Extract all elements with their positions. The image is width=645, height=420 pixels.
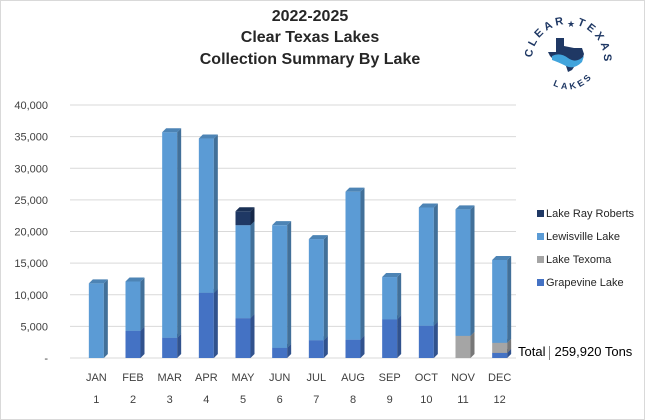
y-tick-label: - (44, 353, 48, 365)
y-tick-label: 35,000 (14, 132, 48, 144)
bar-segment (418, 321, 438, 358)
x-tick-number: 1 (93, 394, 99, 406)
x-tick-label: JUL (307, 372, 327, 384)
total-caption: Total (518, 344, 546, 359)
bar-segment (235, 314, 255, 358)
bar-segment (382, 273, 402, 320)
legend-swatch (537, 256, 544, 263)
y-tick-label: 5,000 (20, 321, 48, 333)
bar-segment (272, 221, 292, 348)
bar-segment (125, 277, 145, 331)
x-tick-label: APR (195, 372, 218, 384)
legend-item: Lake Texoma (537, 254, 612, 266)
x-tick-label: MAR (157, 372, 182, 384)
x-tick-number: 11 (457, 394, 468, 406)
bar-segment (418, 203, 438, 326)
legend-label: Lake Ray Roberts (546, 208, 635, 220)
legend-item: Grapevine Lake (537, 277, 624, 289)
bar-segment (235, 207, 255, 226)
bar-segment (382, 315, 402, 358)
bar-segment (492, 255, 512, 343)
bar-segment (125, 326, 145, 358)
chart-title-line-1: 2022-2025 (271, 8, 349, 25)
x-tick-number: 7 (313, 394, 319, 406)
x-tick-label: NOV (451, 372, 476, 384)
y-tick-label: 25,000 (14, 195, 48, 207)
x-tick-number: 10 (420, 394, 432, 406)
bar-segment (198, 288, 218, 358)
star-icon: ★ (567, 19, 575, 29)
bar-segment (162, 128, 182, 338)
legend-label: Grapevine Lake (546, 277, 624, 289)
bars (88, 128, 512, 358)
x-tick-number: 4 (203, 394, 209, 406)
legend-swatch (537, 279, 544, 286)
legend-label: Lake Texoma (546, 254, 612, 266)
x-tick-label: MAY (231, 372, 255, 384)
total-value: 259,920 Tons (554, 344, 633, 359)
chart-title-line-3: Collection Summary By Lake (199, 51, 421, 68)
x-tick-number: 9 (387, 394, 393, 406)
x-tick-label: FEB (122, 372, 143, 384)
legend-swatch (537, 233, 544, 240)
x-tick-number: 8 (350, 394, 356, 406)
x-tick-number: 6 (277, 394, 283, 406)
x-axis: JAN 1 FEB 2 MAR 3 APR 4 MAY 5 JUN 6 JUL 7 AUG 8 SEP 9 OCT 1… (86, 372, 511, 406)
legend-item: Lewisville Lake (537, 231, 620, 243)
x-tick-label: DEC (488, 372, 511, 384)
x-tick-number: 12 (494, 394, 506, 406)
x-tick-label: JAN (86, 372, 107, 384)
y-tick-label: 30,000 (14, 163, 48, 175)
y-tick-label: 15,000 (14, 258, 48, 270)
y-tick-label: 10,000 (14, 290, 48, 302)
total-separator (549, 345, 551, 360)
x-tick-number: 5 (240, 394, 246, 406)
bar-segment (198, 134, 218, 293)
x-tick-label: JUN (269, 372, 290, 384)
y-tick-label: 20,000 (14, 227, 48, 239)
total-label: Total 259,920 Tons (518, 344, 632, 360)
x-tick-label: OCT (415, 372, 439, 384)
x-tick-label: SEP (379, 372, 401, 384)
bar-segment (308, 235, 328, 341)
legend-label: Lewisville Lake (546, 231, 620, 243)
bar-segment (345, 187, 365, 340)
lake-wave-icon (552, 54, 584, 68)
y-axis: - 5,000 10,000 15,000 20,000 25,000 30,000 35,0… (14, 100, 48, 365)
clear-texas-lakes-logo: CLEAR TEXAS LAKES ★ (523, 15, 610, 92)
bar-segment (455, 205, 475, 336)
legend-swatch (537, 210, 544, 217)
x-tick-number: 2 (130, 394, 136, 406)
bar-segment (235, 221, 255, 319)
legend: Lake Ray Roberts Lewisville Lake Lake Texo… (537, 208, 635, 289)
bar-segment (88, 279, 108, 358)
x-tick-number: 3 (167, 394, 173, 406)
y-tick-label: 40,000 (14, 100, 48, 112)
legend-item: Lake Ray Roberts (537, 208, 635, 220)
x-tick-label: AUG (341, 372, 365, 384)
chart-title-line-2: Clear Texas Lakes (240, 29, 380, 46)
